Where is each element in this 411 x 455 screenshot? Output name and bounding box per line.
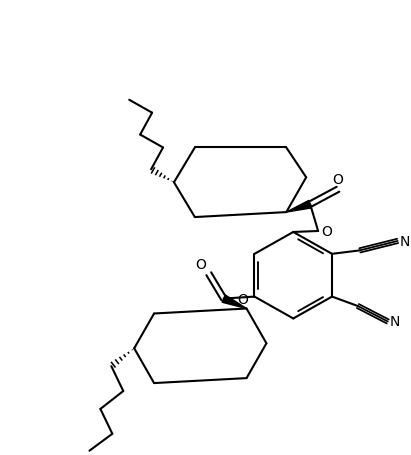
Polygon shape (222, 295, 247, 309)
Text: O: O (237, 292, 248, 306)
Polygon shape (286, 201, 312, 212)
Text: O: O (332, 173, 344, 187)
Text: O: O (321, 224, 332, 238)
Text: N: N (390, 315, 400, 329)
Text: N: N (399, 234, 410, 248)
Text: O: O (195, 257, 206, 271)
